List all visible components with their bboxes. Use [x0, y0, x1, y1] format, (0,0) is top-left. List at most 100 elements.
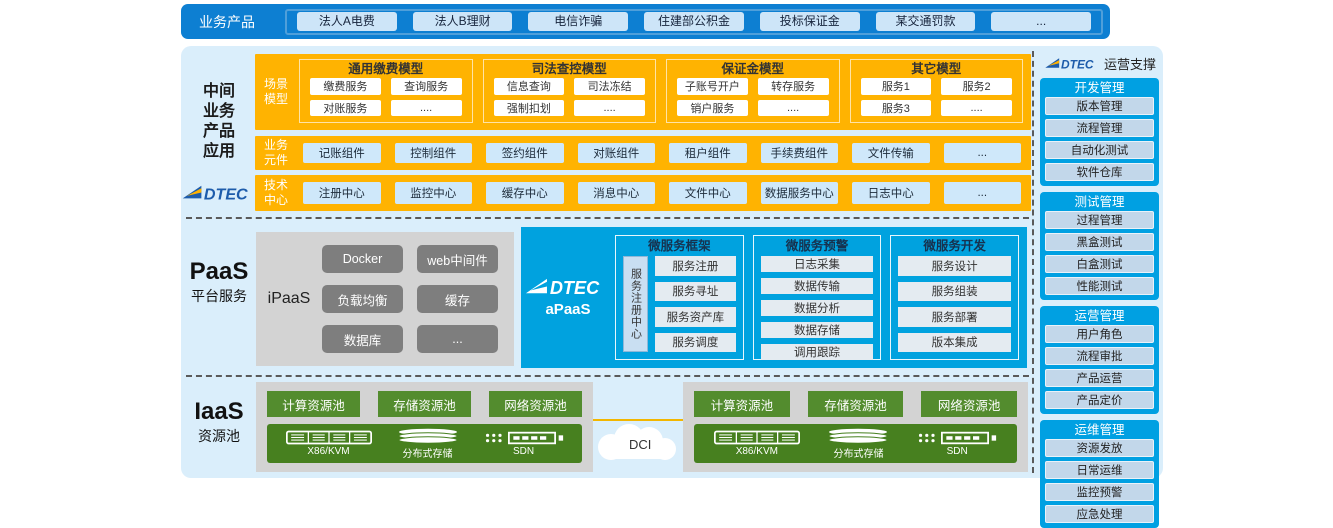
disk-stack-icon — [398, 428, 457, 444]
business-components-label: 业务 元件 — [263, 138, 288, 167]
tech-center-items: 注册中心 监控中心 缓存中心 消息中心 文件中心 数据服务中心 日志中心 ... — [297, 175, 1031, 211]
hardware-x86kvm: X86/KVM — [713, 430, 800, 457]
dtec-logo: DTEC — [182, 185, 248, 203]
architecture-panel: 中间 业务 产品 应用 DTEC 场景 模型 通用缴费模型 缴费服务 查询服务 … — [181, 46, 1163, 528]
dtec-logo: DTEC — [525, 279, 600, 299]
scene-service-chip: 查询服务 — [390, 78, 462, 95]
hardware-distributed-storage: 分布式存储 — [397, 428, 459, 460]
ms-chip: 服务调度 — [655, 332, 736, 352]
ipaas-chip: ... — [417, 325, 498, 353]
scene-service-chip: 对账服务 — [310, 99, 381, 116]
microservice-dev-group: 微服务开发 服务设计 服务组装 服务部署 版本集成 — [890, 235, 1020, 360]
paas-title: PaaS — [189, 258, 249, 285]
sidebar-chip: 版本管理 — [1045, 97, 1154, 115]
hardware-bar: X86/KVM 分布式存储 — [694, 424, 1017, 463]
scene-service-chip: 服务1 — [860, 78, 932, 95]
hardware-label: 分布式存储 — [402, 448, 453, 460]
product-chip: 法人B理财 — [412, 12, 513, 31]
scene-group-other: 其它模型 服务1 服务2 服务3 .... — [849, 59, 1023, 123]
middleware-paas-divider-dashed — [186, 217, 1029, 219]
middleware-section-title: 中间 业务 产品 应用 — [202, 83, 235, 160]
iaas-cluster: 计算资源池 存储资源池 网络资源池 X86/KVM — [256, 382, 593, 472]
sidebar-section-items: 用户角色 流程审批 产品运营 产品定价 — [1045, 325, 1154, 409]
sidebar-chip: 过程管理 — [1045, 211, 1154, 229]
ms-chip: 日志采集 — [760, 256, 874, 272]
logo-swoosh-icon — [530, 282, 547, 291]
sidebar-section-items: 版本管理 流程管理 自动化测试 软件仓库 — [1045, 97, 1154, 181]
sidebar-section-maintenance: 运维管理 资源发放 日常运维 监控预警 应急处理 — [1040, 420, 1159, 528]
sidebar-chip: 流程审批 — [1045, 347, 1154, 365]
logo-text: DTEC — [1061, 57, 1094, 71]
sidebar-chip: 软件仓库 — [1045, 163, 1154, 181]
ms-chip: 服务资产库 — [655, 307, 736, 327]
scene-model-band: 场景 模型 通用缴费模型 缴费服务 查询服务 对账服务 .... 司法查控模型 … — [255, 54, 1031, 130]
center-chip: 日志中心 — [852, 182, 930, 204]
ms-group-items: 日志采集 数据传输 数据分析 数据存储 调用跟踪 — [760, 256, 874, 360]
sidebar-section-items: 过程管理 黑盒测试 白盒测试 性能测试 — [1045, 211, 1154, 295]
logo-text: DTEC — [550, 279, 600, 299]
ms-chip: 数据存储 — [760, 322, 874, 338]
service-registry-center-label: 服务注册中心 — [623, 256, 648, 352]
component-chip: 对账组件 — [577, 143, 655, 163]
scene-group-title: 其它模型 — [911, 62, 962, 76]
product-chip: 住建部公积金 — [644, 12, 744, 31]
ms-chip: 服务设计 — [898, 256, 1012, 276]
business-products-container: 法人A电费 法人B理财 电信诈骗 住建部公积金 投标保证金 某交通罚款 ... — [285, 8, 1103, 35]
component-chip: 租户组件 — [669, 143, 747, 163]
sidebar-section-dev: 开发管理 版本管理 流程管理 自动化测试 软件仓库 — [1040, 78, 1159, 186]
ms-group-body: 服务注册中心 服务注册 服务寻址 服务资产库 服务调度 — [623, 256, 736, 352]
network-switch-icon — [919, 431, 997, 444]
ms-chip: 数据分析 — [760, 300, 874, 316]
apaas-groups: 微服务框架 服务注册中心 服务注册 服务寻址 服务资产库 服务调度 微服务预警 … — [615, 227, 1027, 368]
paas-iaas-divider-dashed — [186, 375, 1029, 377]
ms-chip: 服务寻址 — [655, 281, 736, 301]
center-chip: 注册中心 — [303, 182, 381, 204]
sidebar-chip: 流程管理 — [1045, 119, 1154, 137]
logo-text: DTEC — [204, 185, 248, 202]
ms-group-title: 微服务框架 — [648, 239, 711, 253]
sidebar-chip: 白盒测试 — [1045, 255, 1154, 273]
business-components-items: 记账组件 控制组件 签约组件 对账组件 租户组件 手续费组件 文件传输 ... — [297, 136, 1031, 170]
sidebar-chip: 资源发放 — [1045, 439, 1154, 457]
microservice-framework-group: 微服务框架 服务注册中心 服务注册 服务寻址 服务资产库 服务调度 — [615, 235, 744, 360]
sidebar-chip: 监控预警 — [1045, 483, 1154, 501]
microservice-alert-group: 微服务预警 日志采集 数据传输 数据分析 数据存储 调用跟踪 — [752, 235, 882, 360]
ipaas-chip: Docker — [322, 245, 403, 273]
product-chip: 某交通罚款 — [875, 12, 976, 31]
ms-chip: 版本集成 — [898, 332, 1012, 352]
ms-group-body: 服务设计 服务组装 服务部署 版本集成 — [898, 256, 1012, 352]
scene-service-chip: 服务3 — [860, 99, 932, 116]
hardware-bar: X86/KVM 分布式存储 — [267, 424, 582, 463]
component-chip: ... — [943, 143, 1021, 163]
scene-service-chip: .... — [757, 99, 829, 116]
iaas-title: IaaS — [194, 398, 244, 425]
ms-group-body: 日志采集 数据传输 数据分析 数据存储 调用跟踪 — [760, 256, 874, 360]
sidebar-section-title: 开发管理 — [1074, 81, 1125, 95]
scene-service-chip: 司法冻结 — [574, 78, 645, 95]
ipaas-items: Docker web中间件 负载均衡 缓存 数据库 ... — [322, 232, 514, 366]
logo-sail-icon — [182, 185, 202, 199]
scene-service-chip: .... — [390, 99, 462, 116]
hardware-label: SDN — [946, 445, 968, 457]
component-chip: 签约组件 — [486, 143, 564, 163]
sidebar-section-test: 测试管理 过程管理 黑盒测试 白盒测试 性能测试 — [1040, 192, 1159, 300]
scene-group-general-payment: 通用缴费模型 缴费服务 查询服务 对账服务 .... — [299, 59, 473, 123]
network-switch-icon — [485, 431, 563, 444]
scene-service-chip: 转存服务 — [757, 78, 829, 95]
ms-chip: 服务组装 — [898, 281, 1012, 301]
product-chip: 电信诈骗 — [528, 12, 629, 31]
scene-group-grid: 服务1 服务2 服务3 .... — [860, 78, 1012, 116]
scene-service-chip: .... — [574, 99, 645, 116]
sidebar-chip: 黑盒测试 — [1045, 233, 1154, 251]
scene-group-title: 保证金模型 — [721, 62, 784, 76]
sidebar-chip: 性能测试 — [1045, 277, 1154, 295]
ms-chip: 服务部署 — [898, 307, 1012, 327]
pool-chip: 存储资源池 — [807, 391, 904, 417]
resource-pools: 计算资源池 存储资源池 网络资源池 — [267, 391, 582, 417]
iaas-cluster: 计算资源池 存储资源池 网络资源池 X86/KVM — [683, 382, 1028, 472]
hardware-label: SDN — [512, 445, 535, 457]
ipaas-chip: 缓存 — [417, 285, 498, 313]
server-rack-icon — [285, 430, 372, 445]
sidebar-section-title: 测试管理 — [1074, 195, 1125, 209]
product-chip: 投标保证金 — [759, 12, 860, 31]
